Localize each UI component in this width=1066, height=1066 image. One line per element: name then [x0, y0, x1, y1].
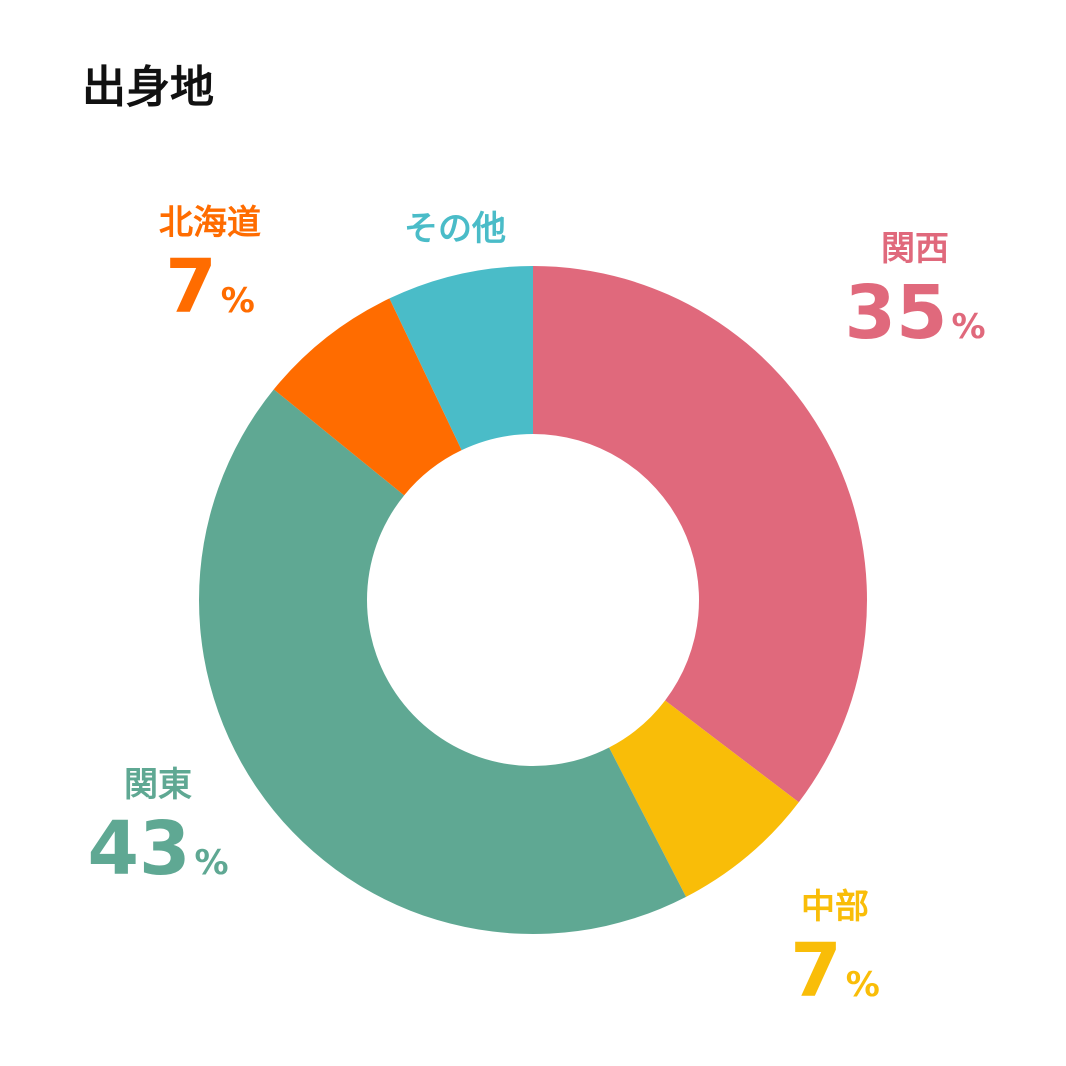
slice-hokkaido — [273, 298, 462, 496]
label-other-name: その他 — [404, 209, 506, 249]
slice-kansai — [533, 266, 867, 803]
label-hokkaido-value: 7% — [165, 244, 255, 330]
donut-slices — [199, 266, 867, 935]
label-kanto: 関東 43% — [78, 768, 238, 886]
label-hokkaido: 北海道 7% — [140, 206, 280, 324]
slice-kanto — [199, 389, 687, 935]
label-chubu-value: 7% — [790, 928, 880, 1014]
chart-title: 出身地 — [82, 62, 214, 113]
label-kansai-value: 35% — [844, 270, 986, 356]
label-other: その他 — [385, 212, 525, 246]
label-chubu: 中部 7% — [770, 890, 900, 1008]
slice-chubu — [609, 700, 799, 897]
label-kansai-name: 関西 — [881, 229, 949, 269]
slice-other — [389, 266, 533, 451]
label-kanto-name: 関東 — [124, 765, 192, 805]
label-kansai: 関西 35% — [840, 232, 990, 350]
label-kanto-value: 43% — [87, 806, 229, 892]
label-hokkaido-name: 北海道 — [159, 203, 261, 243]
label-chubu-name: 中部 — [801, 887, 869, 927]
